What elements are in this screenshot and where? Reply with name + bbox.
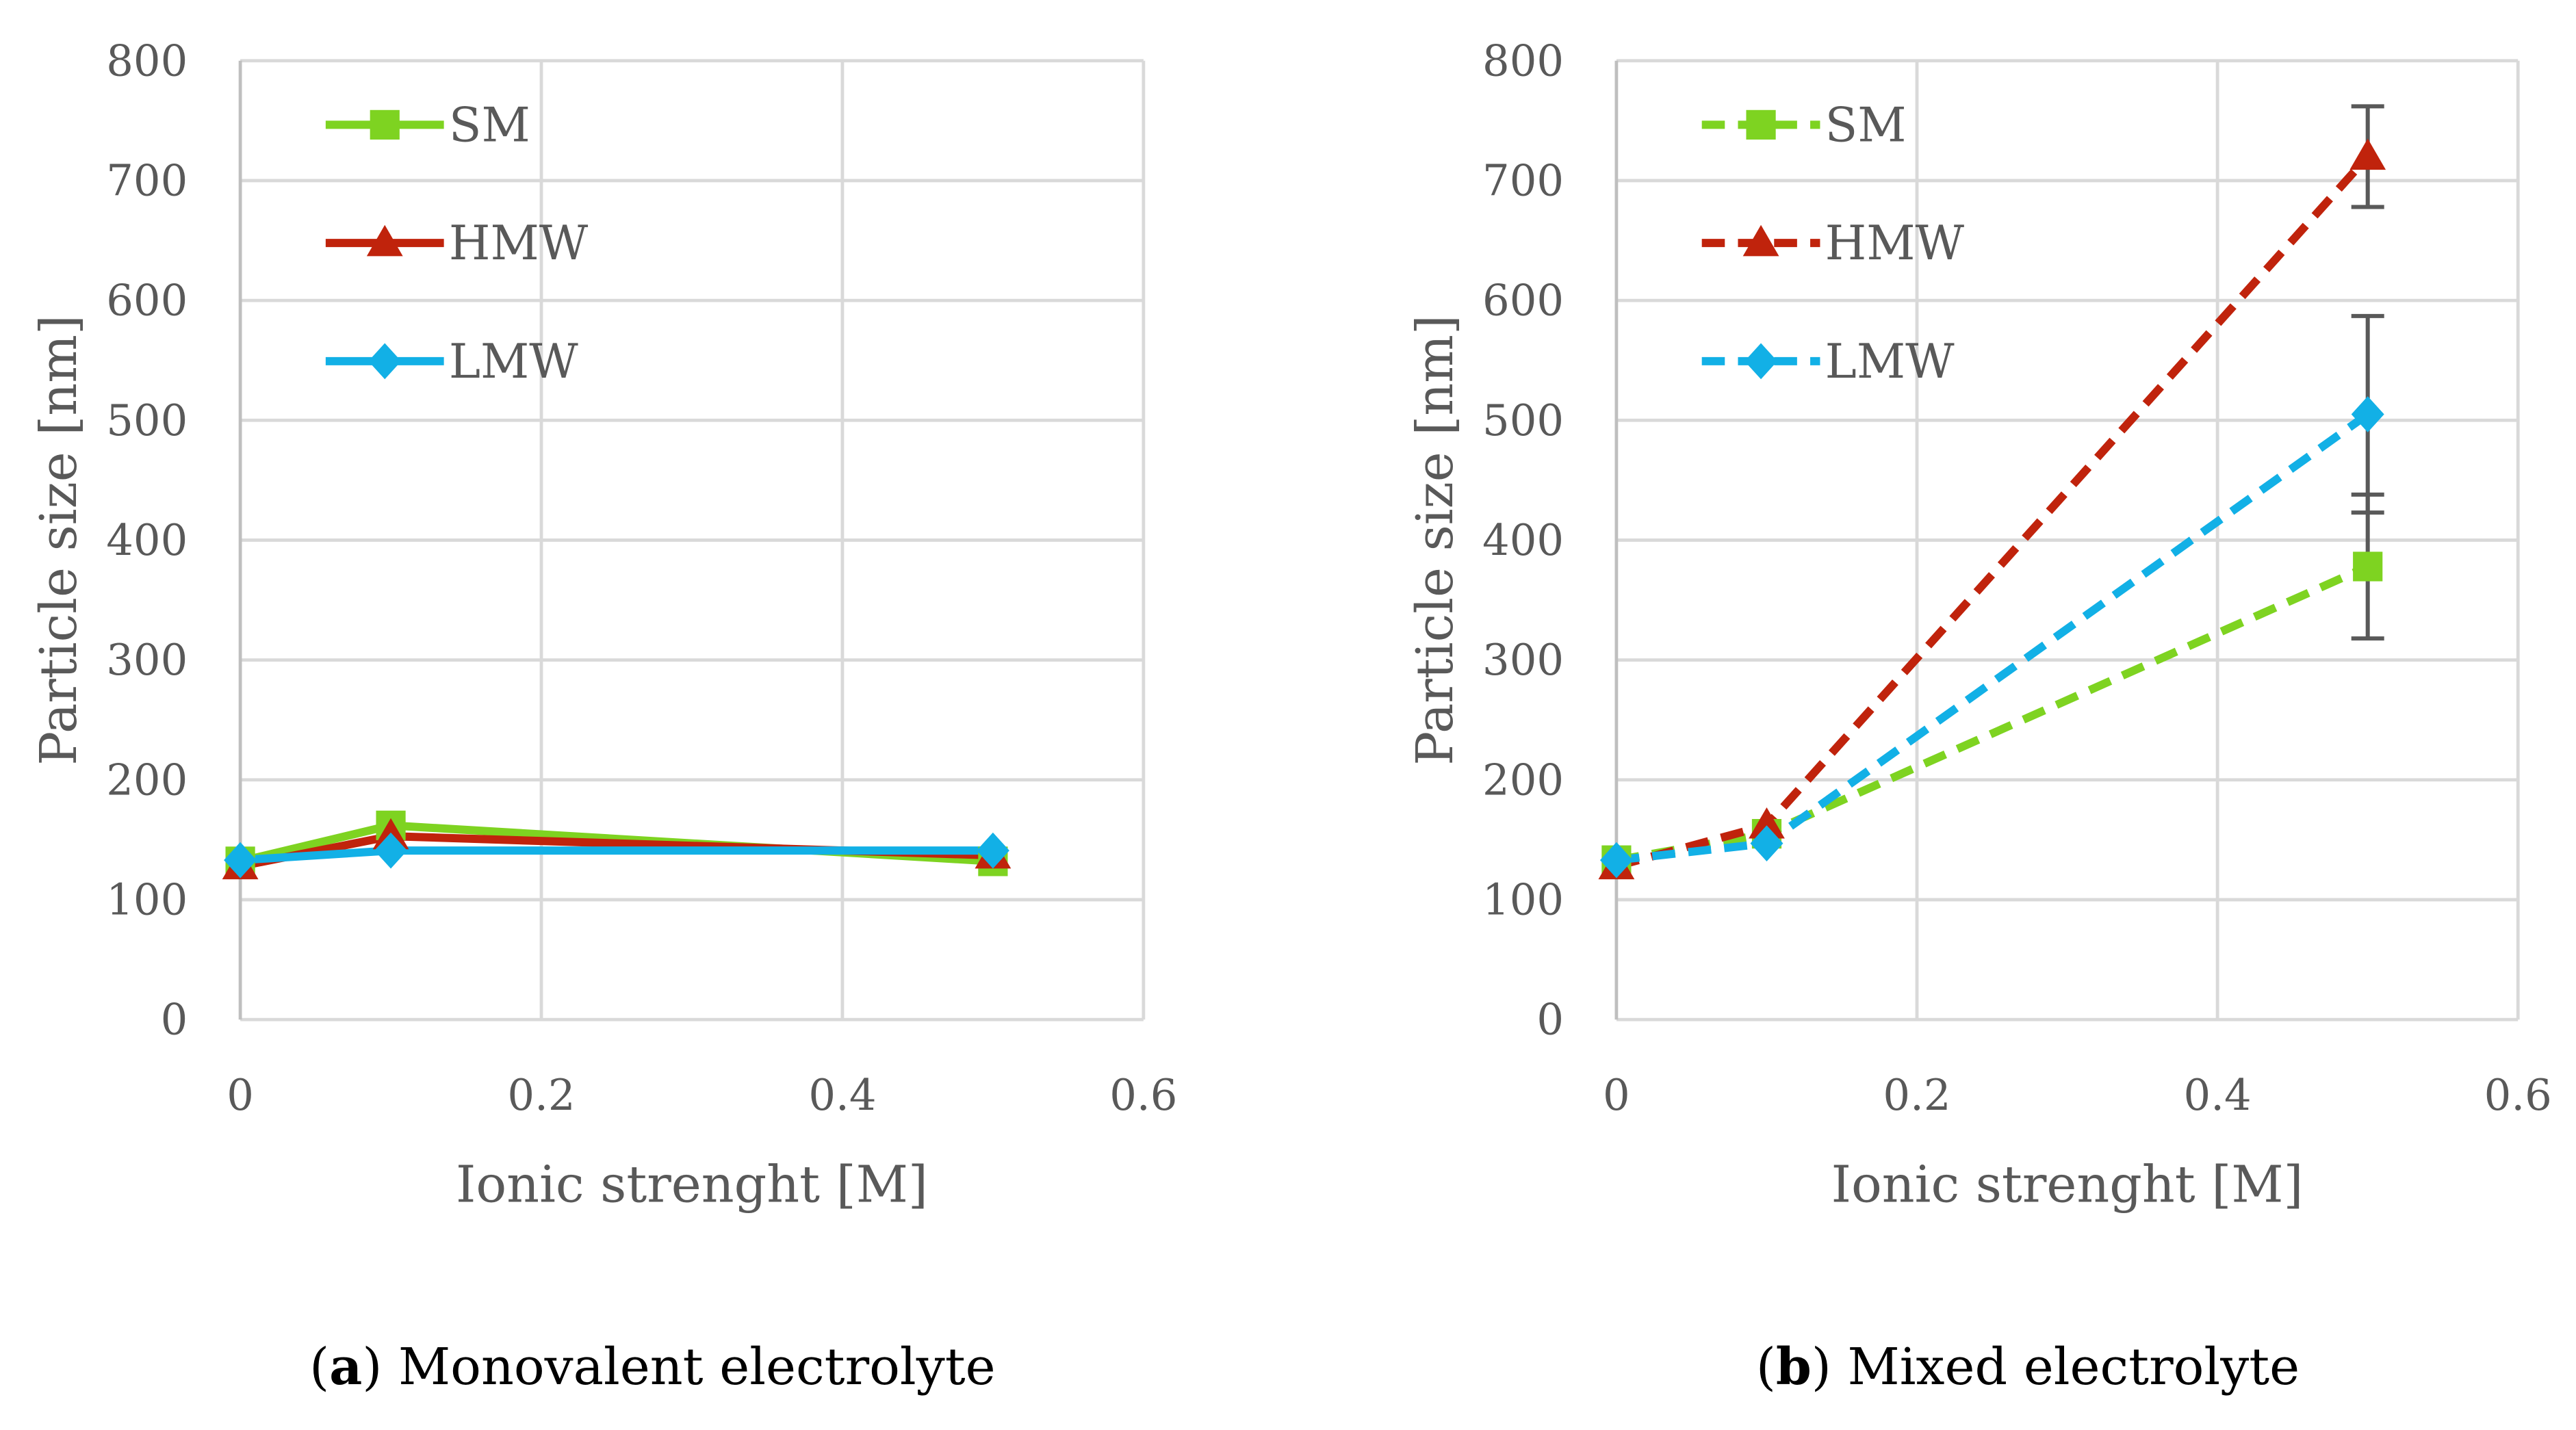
x-axis-label: Ionic strenght [M] xyxy=(456,1154,928,1214)
series-line-hmw xyxy=(1615,153,2371,870)
caption-text: ) Mixed electrolyte xyxy=(1812,1337,2300,1396)
y-tick-label: 100 xyxy=(106,875,188,925)
legend-marker-triangle xyxy=(1742,224,1779,257)
x-tick-label: 0.2 xyxy=(507,1070,575,1120)
y-tick-label: 200 xyxy=(106,755,188,805)
x-tick-label: 0.6 xyxy=(1109,1070,1177,1120)
y-tick-label: 600 xyxy=(1482,276,1564,326)
caption: (b) Mixed electrolyte xyxy=(1756,1336,2300,1396)
y-tick-label: 300 xyxy=(1482,635,1564,685)
x-tick-label: 0 xyxy=(1603,1070,1630,1120)
y-tick-label: 500 xyxy=(106,395,188,445)
y-tick-label: 0 xyxy=(161,995,188,1045)
x-tick-label: 0.2 xyxy=(1883,1070,1950,1120)
y-tick-label: 300 xyxy=(106,635,188,685)
data-point-hmw xyxy=(1749,807,1785,839)
legend-marker-square xyxy=(370,109,400,140)
series-line-lmw xyxy=(1616,411,2371,865)
x-tick-label: 0.6 xyxy=(2484,1070,2552,1120)
y-tick-label: 700 xyxy=(1482,156,1564,206)
chart-panel-a: 0 100 200 300 400 500 600 700 800 0 0.2 0.4 0.6 Ionic… xyxy=(29,36,1177,1396)
legend-label: LMW xyxy=(1825,334,1955,389)
x-axis-label: Ionic strenght [M] xyxy=(1831,1154,2304,1214)
y-tick-label: 0 xyxy=(1536,995,1564,1045)
legend-label: LMW xyxy=(449,334,578,389)
y-tick-label: 700 xyxy=(106,156,188,206)
legend-entry-sm: SM xyxy=(1701,97,1907,153)
y-tick-label: 400 xyxy=(1482,515,1564,565)
data-point-lmw xyxy=(374,832,408,869)
legend-marker-diamond xyxy=(1744,343,1778,380)
y-tick-label: 800 xyxy=(1482,36,1564,86)
y-tick-label: 400 xyxy=(106,515,188,565)
y-tick-label: 500 xyxy=(1482,395,1564,445)
chart-panel-b: 0 100 200 300 400 500 600 700 800 0 0.2 0.4 0.6 Ionic… xyxy=(1405,36,2552,1396)
legend-label: HMW xyxy=(1825,216,1965,271)
legend-entry-lmw: LMW xyxy=(1701,334,1955,389)
legend-entry-hmw: HMW xyxy=(1701,216,1965,271)
caption-open: ( xyxy=(1756,1337,1776,1396)
y-axis-label: Particle size [nm] xyxy=(1405,315,1465,766)
y-tick-label: 200 xyxy=(1482,755,1564,805)
x-tick-label: 0.4 xyxy=(808,1070,876,1120)
legend-marker-diamond xyxy=(368,343,402,380)
caption-letter: a xyxy=(329,1336,362,1396)
caption-letter: b xyxy=(1776,1336,1812,1396)
data-point-lmw xyxy=(1599,842,1633,879)
x-tick-label: 0.4 xyxy=(2184,1070,2252,1120)
legend-label: SM xyxy=(1825,97,1907,153)
y-tick-label: 800 xyxy=(106,36,188,86)
data-point-sm xyxy=(2353,551,2383,582)
legend-marker-square xyxy=(1746,109,1776,140)
legend-entry-hmw: HMW xyxy=(325,216,589,271)
y-tick-label: 100 xyxy=(1482,875,1564,925)
legend-entry-sm: SM xyxy=(325,97,530,153)
legend-label: SM xyxy=(449,97,530,153)
legend-entry-lmw: LMW xyxy=(325,334,578,389)
series-line-sm xyxy=(1615,562,2370,865)
legend-marker-triangle xyxy=(366,224,403,257)
legend-label: HMW xyxy=(449,216,589,271)
caption-text: ) Monovalent electrolyte xyxy=(362,1337,995,1396)
y-axis-label: Particle size [nm] xyxy=(29,315,88,766)
data-point-hmw xyxy=(2349,138,2386,170)
x-tick-label: 0 xyxy=(227,1070,254,1120)
y-tick-label: 600 xyxy=(106,276,188,326)
caption-open: ( xyxy=(309,1337,329,1396)
data-point-lmw xyxy=(224,842,257,879)
caption: (a) Monovalent electrolyte xyxy=(309,1336,996,1396)
